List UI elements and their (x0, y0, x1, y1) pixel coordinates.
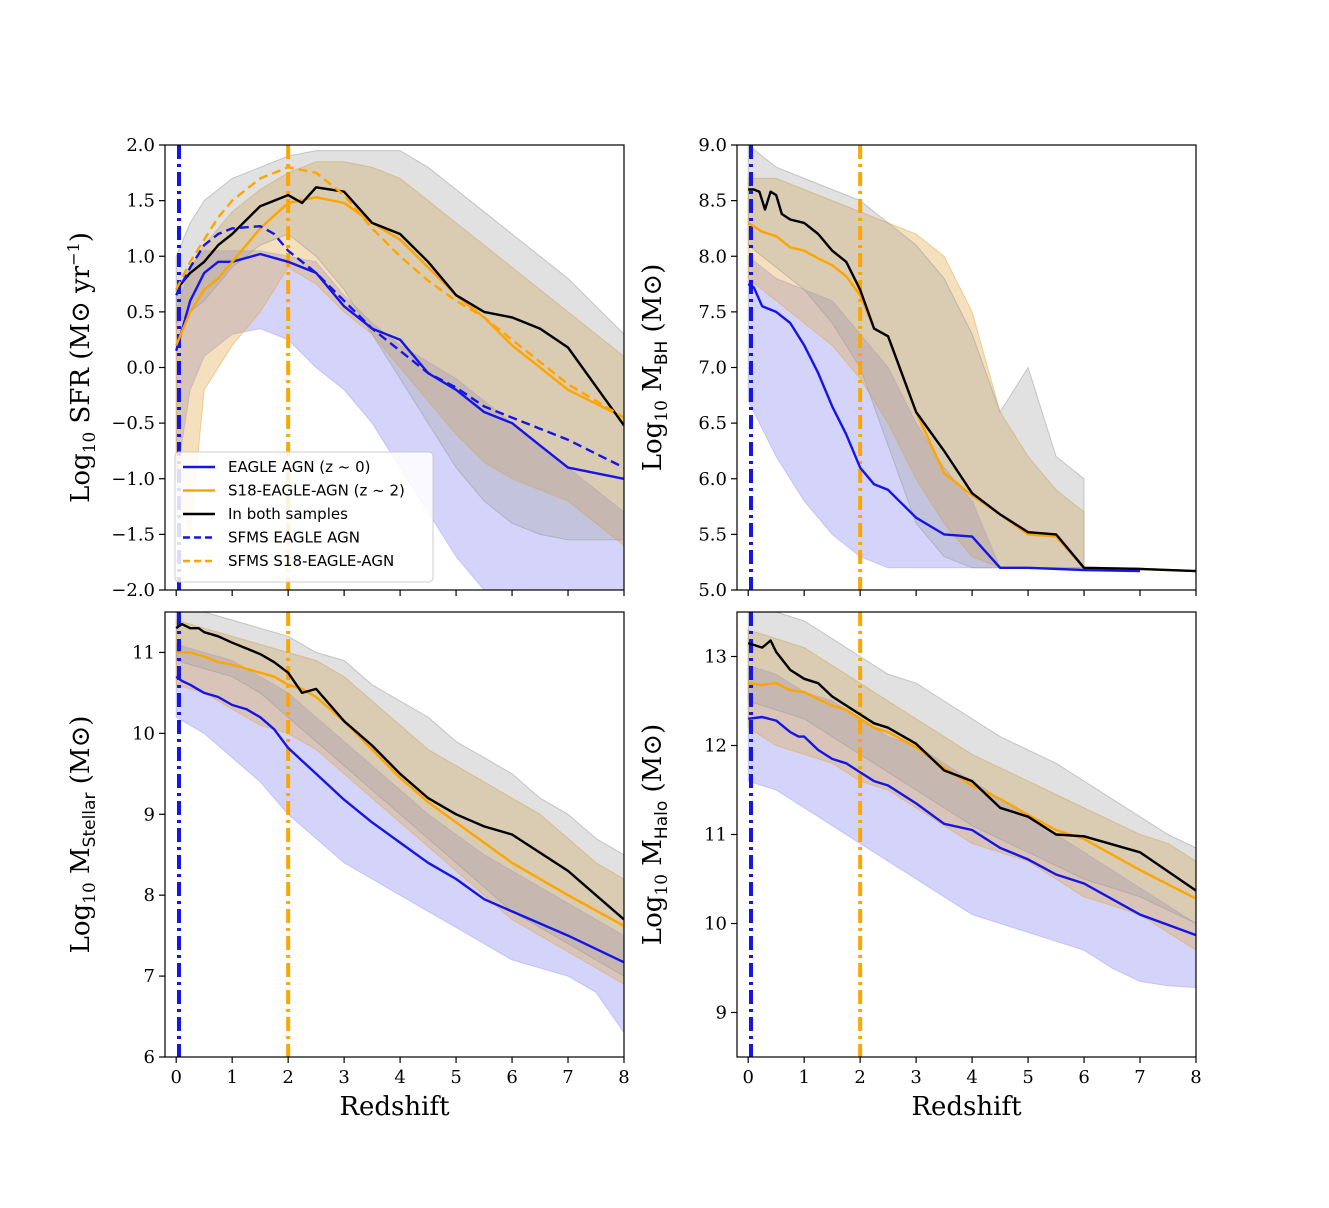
xtick-label-mhalo-2: 2 (854, 1067, 865, 1088)
xtick-label-mhalo-3: 3 (910, 1067, 921, 1088)
legend-label-3: SFMS EAGLE AGN (228, 529, 360, 547)
ytick-label-mstellar-2: 8 (144, 885, 155, 906)
ytick-label-mstellar-4: 10 (132, 723, 155, 744)
ytick-label-sfr-2: −1.0 (111, 469, 155, 490)
legend-box (174, 451, 434, 583)
ytick-label-mstellar-0: 6 (144, 1047, 155, 1068)
ytick-label-mstellar-5: 11 (132, 642, 155, 663)
series-mbh-2 (748, 188, 1196, 573)
ytick-label-sfr-7: 1.5 (126, 191, 155, 212)
ytick-label-mbh-3: 6.5 (698, 413, 727, 434)
xtick-label-mhalo-7: 7 (1134, 1067, 1145, 1088)
ytick-label-mbh-2: 6.0 (698, 469, 727, 490)
ytick-label-mhalo-3: 12 (704, 736, 727, 757)
series-mbh-0 (747, 283, 1141, 573)
panel-mstellar: 0 1 2 3 4 5 6 7 8 6 7 8 9 10 11 Log10 MStellar (M⊙) Reds… (66, 611, 630, 1122)
xtick-label-mstellar-0: 0 (170, 1067, 181, 1088)
xlabel-mhalo: Redshift (911, 1092, 1022, 1122)
series-mhalo-1 (748, 682, 1196, 900)
xtick-label-mhalo-6: 6 (1078, 1067, 1089, 1088)
series-mstellar-0 (175, 675, 624, 964)
series-mhalo-0 (748, 715, 1196, 937)
xtick-label-mstellar-4: 4 (394, 1067, 405, 1088)
xlabel-mstellar: Redshift (339, 1092, 450, 1122)
xtick-label-mstellar-2: 2 (282, 1067, 293, 1088)
legend-label-2: In both samples (228, 505, 348, 523)
ytick-label-sfr-4: 0.0 (126, 358, 155, 379)
ytick-label-sfr-5: 0.5 (126, 302, 155, 323)
ytick-label-mstellar-3: 9 (144, 804, 155, 825)
ytick-label-sfr-3: −0.5 (111, 413, 155, 434)
panel-mbh: 5.0 5.5 6.0 6.5 7.0 7.5 8.0 8.5 9.0 Log10 MBH (M⊙… (638, 135, 1197, 601)
ylabel-mstellar: Log10 MStellar (M⊙) (66, 716, 100, 954)
xtick-label-mhalo-8: 8 (1190, 1067, 1201, 1088)
band-mhalo-1 (747, 629, 1196, 951)
ytick-label-mstellar-1: 7 (144, 966, 155, 987)
ytick-label-mhalo-2: 11 (704, 825, 727, 846)
ylabel-mhalo: Log10 MHalo (M⊙) (638, 724, 672, 945)
ytick-label-sfr-8: 2.0 (126, 135, 155, 156)
series-sfr-4 (175, 166, 624, 419)
xtick-label-mstellar-7: 7 (562, 1067, 573, 1088)
plot-area-mhalo (747, 612, 1196, 1057)
series-sfr-2 (175, 186, 624, 427)
series-mstellar-2 (175, 622, 624, 921)
ytick-label-mhalo-1: 10 (704, 914, 727, 935)
band-mhalo-2 (747, 612, 1196, 925)
series-sfr-0 (175, 252, 624, 480)
ylabel-mbh: Log10 MBH (M⊙) (638, 264, 672, 472)
ytick-label-sfr-0: −2.0 (111, 580, 155, 601)
legend: EAGLE AGN (z ~ 0) S18-EAGLE-AGN (z ~ 2) In… (174, 451, 434, 583)
xtick-label-mstellar-1: 1 (226, 1067, 237, 1088)
xtick-label-mstellar-6: 6 (506, 1067, 517, 1088)
ytick-label-sfr-1: −1.5 (111, 524, 155, 545)
ylabel-sfr: Log10 SFR (M⊙ yr−1) (64, 232, 100, 503)
legend-label-0: EAGLE AGN (z ~ 0) (228, 458, 371, 476)
ytick-label-sfr-6: 1.0 (126, 246, 155, 267)
plot-area-mbh (747, 145, 1196, 590)
xtick-label-mstellar-5: 5 (450, 1067, 461, 1088)
xtick-label-mstellar-8: 8 (618, 1067, 629, 1088)
xtick-label-mhalo-1: 1 (798, 1067, 809, 1088)
legend-items: EAGLE AGN (z ~ 0) S18-EAGLE-AGN (z ~ 2) In… (183, 458, 405, 570)
panels-layer: −2.0 −1.5 −1.0 −0.5 0.0 0.5 1.0 1.5 2.0 Log10 SFR… (64, 135, 1202, 1122)
plot-area-mstellar (175, 612, 624, 1057)
xtick-label-mhalo-4: 4 (966, 1067, 977, 1088)
xtick-label-mstellar-3: 3 (338, 1067, 349, 1088)
xtick-label-mhalo-5: 5 (1022, 1067, 1033, 1088)
ytick-label-mbh-4: 7.0 (698, 358, 727, 379)
legend-label-1: S18-EAGLE-AGN (z ~ 2) (228, 482, 405, 500)
xtick-label-mhalo-0: 0 (742, 1067, 753, 1088)
ytick-label-mbh-1: 5.5 (698, 524, 727, 545)
ytick-label-mhalo-4: 13 (704, 647, 727, 668)
ytick-label-mbh-7: 8.5 (698, 191, 727, 212)
series-mhalo-2 (747, 639, 1196, 892)
plot-area-sfr (175, 145, 624, 590)
band-mstellar-1 (175, 619, 624, 985)
ytick-label-mbh-6: 8.0 (698, 246, 727, 267)
ytick-label-mbh-5: 7.5 (698, 302, 727, 323)
axes-frame-mstellar (164, 611, 625, 1058)
panel-sfr: −2.0 −1.5 −1.0 −0.5 0.0 0.5 1.0 1.5 2.0 Log10 SFR… (64, 135, 625, 601)
ytick-label-mbh-0: 5.0 (698, 580, 727, 601)
series-sfr-3 (175, 224, 624, 469)
ytick-label-mhalo-0: 9 (716, 1003, 727, 1024)
legend-label-4: SFMS S18-EAGLE-AGN (228, 552, 394, 570)
ytick-label-mbh-8: 9.0 (698, 135, 727, 156)
series-mstellar-1 (176, 651, 624, 927)
